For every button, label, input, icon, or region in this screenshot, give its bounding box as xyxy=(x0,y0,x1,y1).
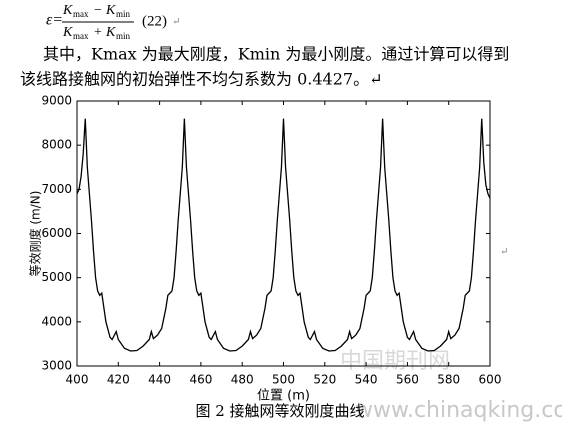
formula-sub: min xyxy=(116,9,131,19)
y-tick-label: 7000 xyxy=(41,182,72,196)
formula-sub: max xyxy=(73,9,89,19)
figure-caption: 图 2 接触网等效刚度曲线 xyxy=(195,402,364,420)
x-tick-label: 560 xyxy=(396,373,419,387)
x-tick-label: 460 xyxy=(189,373,212,387)
formula-op: − xyxy=(94,3,102,18)
formula-k: K xyxy=(105,3,116,18)
y-tick-label: 8000 xyxy=(41,138,72,152)
y-axis-label: 等效刚度 (m/N) xyxy=(28,191,43,277)
x-tick-label: 520 xyxy=(313,373,336,387)
y-tick-label: 9000 xyxy=(41,94,72,108)
watermark-url: www.chinaqking.com xyxy=(355,398,562,423)
y-tick-label: 5000 xyxy=(41,270,72,284)
y-tick-label: 4000 xyxy=(41,314,72,328)
formula-op: + xyxy=(94,25,102,40)
x-tick-label: 480 xyxy=(231,373,254,387)
y-tick-label: 6000 xyxy=(41,226,72,240)
x-tick-label: 580 xyxy=(437,373,460,387)
x-tick-label: 540 xyxy=(355,373,378,387)
return-mark: ↵ xyxy=(500,247,508,258)
y-tick-label: 3000 xyxy=(41,359,72,373)
watermark-name: 中国期刊网 xyxy=(340,349,450,374)
x-tick-label: 420 xyxy=(107,373,130,387)
plot: 400 420 440 460 480 500 520 540 560 580 600 3000 400… xyxy=(28,94,502,404)
formula-sub: min xyxy=(116,31,131,41)
x-tick-label: 440 xyxy=(148,373,171,387)
return-mark: ↵ xyxy=(172,17,180,28)
x-tick-label: 600 xyxy=(479,373,502,387)
x-tick-label: 500 xyxy=(272,373,295,387)
x-tick-label: 400 xyxy=(66,373,89,387)
formula-sub: max xyxy=(73,31,89,41)
formula-k: K xyxy=(105,25,116,40)
formula-lhs: ε= xyxy=(46,12,63,29)
formula-number: (22) xyxy=(142,13,167,29)
paragraph-line: 其中，Kmax 为最大刚度，Kmin 为最小刚度。通过计算可以得到 xyxy=(43,45,509,64)
plot-frame xyxy=(76,100,491,367)
formula-k: K xyxy=(62,3,73,18)
paragraph-line: 该线路接触网的初始弹性不均匀系数为 0.4427。↵ xyxy=(20,70,382,89)
formula-k: K xyxy=(62,25,73,40)
formula-fraction: K max − K min K max + K min xyxy=(62,3,134,41)
x-axis-label: 位置 (m) xyxy=(257,389,310,404)
data-line xyxy=(76,118,491,352)
